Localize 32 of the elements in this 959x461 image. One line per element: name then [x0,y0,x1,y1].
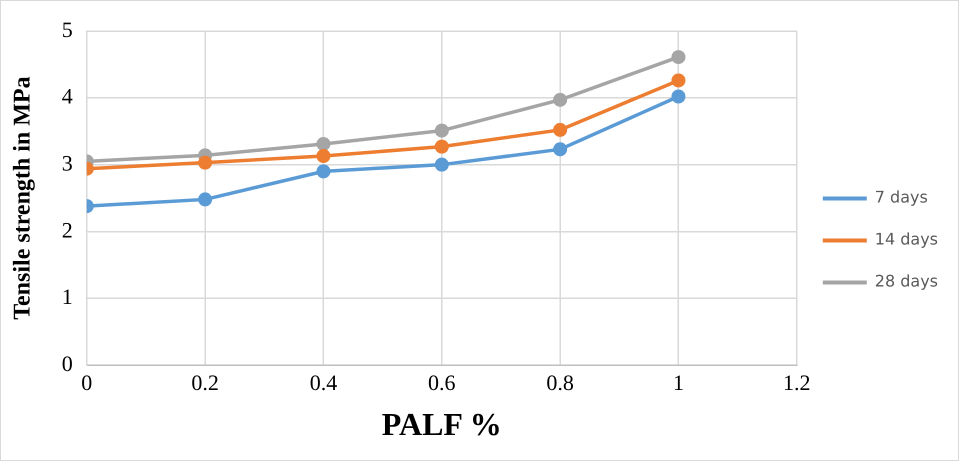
point [671,73,686,88]
legend-label: 7 days [874,188,928,207]
point [434,140,449,154]
y-tick-label: 3 [62,150,73,176]
point [198,192,212,206]
x-tick-label: 1 [672,370,684,396]
y-tick-label: 0 [62,350,73,376]
y-tick-label: 2 [62,217,73,242]
x-tick-label: 1.2 [783,370,811,396]
point [316,136,330,151]
point [553,142,568,156]
point [434,124,449,138]
x-axis-title: PALF % [382,406,502,442]
x-tick-label: 0.2 [191,370,219,396]
x-tick-label: 0 [81,370,92,396]
point [434,158,449,172]
point [671,50,686,64]
y-tick-label: 5 [62,16,73,42]
legend-label: 14 days [874,230,938,249]
y-tick-label: 4 [62,84,73,109]
x-tick-label: 0.8 [546,370,574,396]
point [671,90,686,104]
x-tick-label: 0.6 [428,370,456,396]
legend-label: 28 days [874,272,938,291]
y-axis-title: Tensile strength in MPa [10,76,36,320]
point [316,148,330,163]
point [553,92,568,107]
y-tick-label: 1 [62,284,73,310]
x-tick-label: 0.4 [310,370,338,396]
point [316,164,330,178]
point [198,156,212,170]
point [553,122,568,137]
